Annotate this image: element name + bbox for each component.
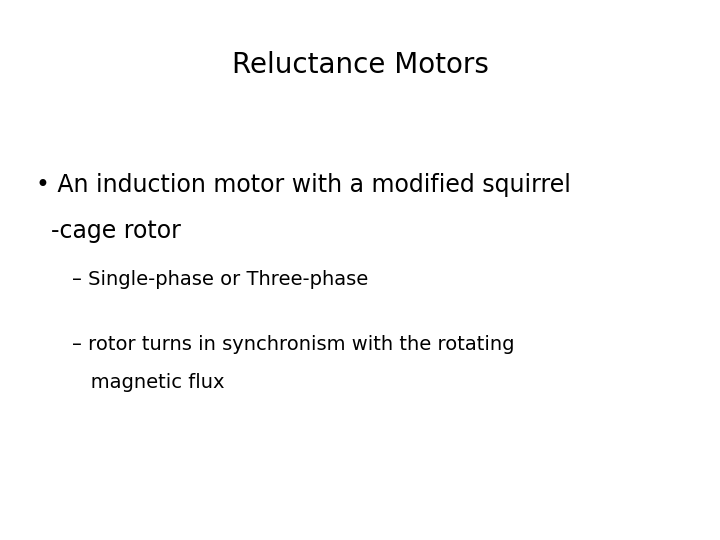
Text: magnetic flux: magnetic flux xyxy=(72,373,225,392)
Text: – Single-phase or Three-phase: – Single-phase or Three-phase xyxy=(72,270,368,289)
Text: Reluctance Motors: Reluctance Motors xyxy=(232,51,488,79)
Text: • An induction motor with a modified squirrel: • An induction motor with a modified squ… xyxy=(36,173,571,197)
Text: -cage rotor: -cage rotor xyxy=(36,219,181,242)
Text: – rotor turns in synchronism with the rotating: – rotor turns in synchronism with the ro… xyxy=(72,335,515,354)
